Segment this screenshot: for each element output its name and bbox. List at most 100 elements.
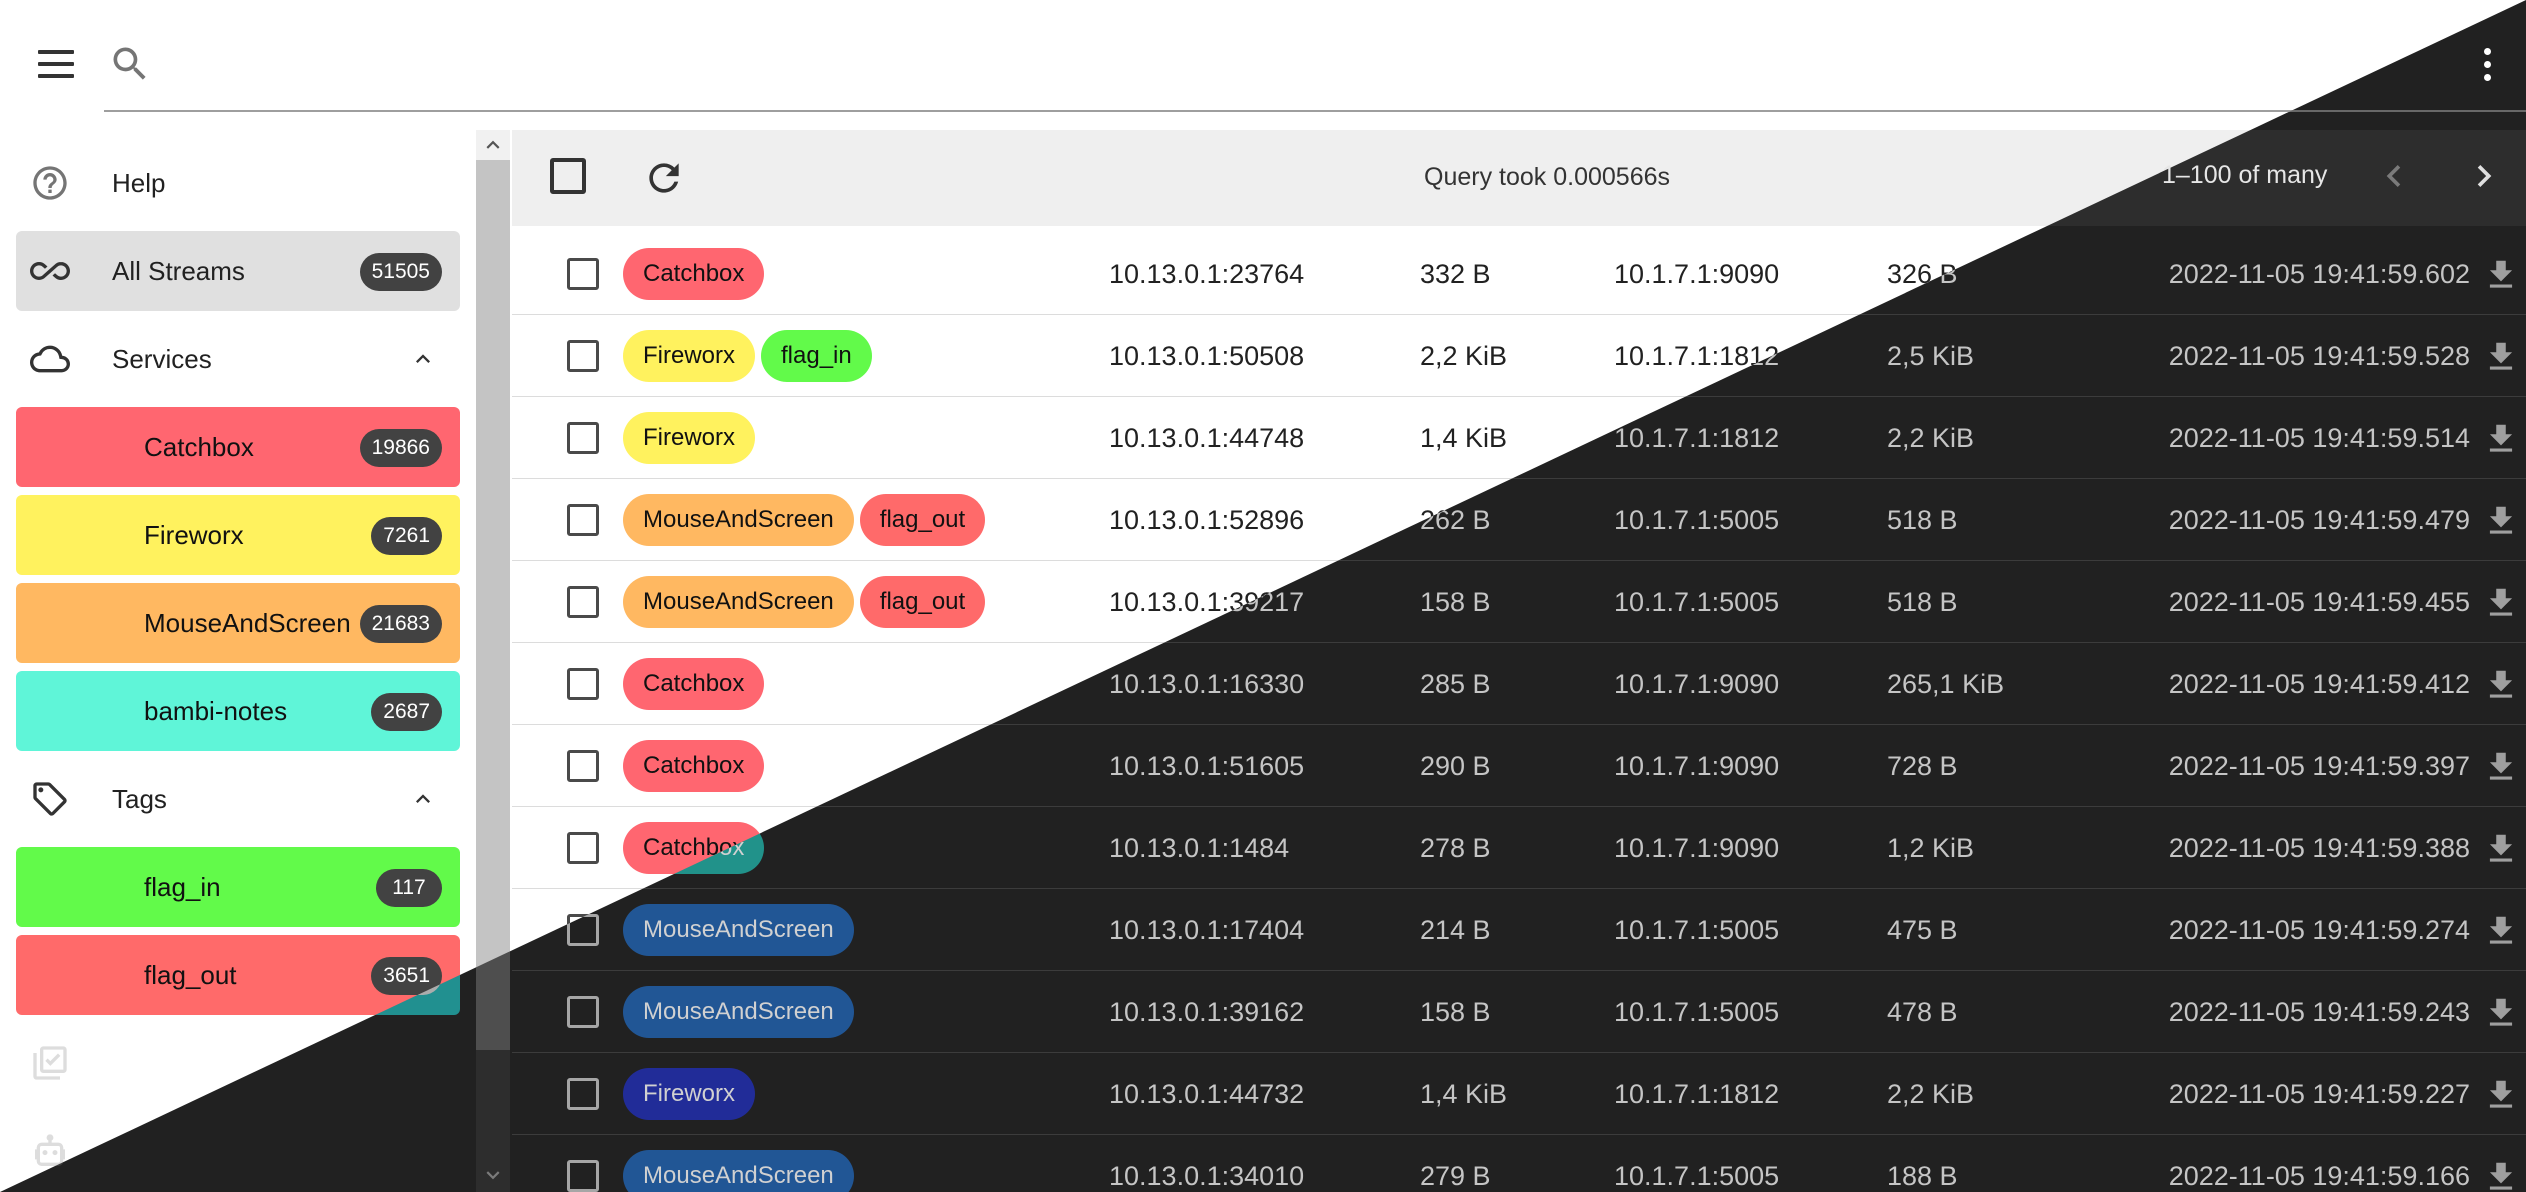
stream-row[interactable]: Catchbox 10.13.0.1:1484 278 B 10.1.7.1:9090… — [512, 807, 2526, 889]
row-checkbox[interactable] — [567, 1078, 599, 1110]
search-input[interactable] — [174, 40, 2474, 96]
count-badge: 117 — [376, 869, 442, 907]
row-checkbox[interactable] — [567, 586, 599, 618]
count-badge: 2687 — [371, 693, 442, 731]
row-checkbox[interactable] — [567, 668, 599, 700]
row-checkbox[interactable] — [567, 1160, 599, 1192]
source-bytes: 262 B — [1420, 505, 1491, 535]
row-checkbox[interactable] — [567, 832, 599, 864]
source-bytes: 2,2 KiB — [1420, 341, 1508, 371]
tag-chip[interactable]: MouseAndScreen — [623, 494, 854, 546]
sidebar-item-all-streams[interactable]: All Streams 51505 — [16, 231, 460, 311]
source-bytes: 1,4 KiB — [1420, 1079, 1508, 1109]
stream-row[interactable]: Fireworx 10.13.0.1:44732 1,4 KiB 10.1.7.1:1… — [512, 1053, 2526, 1135]
tag-chip[interactable]: Fireworx — [623, 412, 756, 464]
timestamp: 2022-11-05 19:41:59.227 — [2168, 1079, 2470, 1109]
tag-chip[interactable]: flag_in — [761, 330, 872, 382]
chevron-up-icon[interactable] — [408, 1137, 438, 1165]
download-icon[interactable] — [2482, 911, 2520, 951]
tag-chip[interactable]: MouseAndScreen — [623, 904, 854, 956]
tag-chip[interactable]: Fireworx — [623, 330, 756, 382]
sidebar-service-catchbox[interactable]: Catchbox 19866 — [16, 407, 460, 487]
stream-tags: MouseAndScreen — [623, 1150, 854, 1192]
scroll-down-arrow-icon[interactable] — [480, 1162, 506, 1188]
destination-address: 10.1.7.1:1812 — [1614, 341, 1780, 371]
destination-bytes: 265,1 KiB — [1887, 669, 2005, 699]
sidebar-tag-flag-in[interactable]: flag_in 117 — [16, 847, 460, 927]
tag-chip[interactable]: MouseAndScreen — [623, 576, 854, 628]
sidebar-section-services[interactable]: Services — [16, 319, 460, 399]
row-checkbox[interactable] — [567, 750, 599, 782]
row-checkbox[interactable] — [567, 340, 599, 372]
next-page-icon[interactable] — [2462, 154, 2506, 198]
source-bytes: 285 B — [1420, 669, 1491, 699]
download-icon[interactable] — [2482, 993, 2520, 1033]
tag-chip[interactable]: flag_out — [859, 576, 986, 628]
chevron-up-icon[interactable] — [408, 1049, 438, 1077]
source-bytes: 158 B — [1420, 587, 1491, 617]
refresh-icon[interactable] — [642, 156, 686, 200]
download-icon[interactable] — [2482, 1075, 2520, 1115]
download-icon[interactable] — [2482, 747, 2520, 787]
previous-page-icon[interactable] — [2372, 154, 2416, 198]
source-address: 10.13.0.1:1484 — [1109, 833, 1290, 863]
tag-chip[interactable]: Catchbox — [623, 248, 765, 300]
destination-bytes: 2,2 KiB — [1887, 423, 1975, 453]
sidebar-tag-flag-out[interactable]: flag_out 3651 — [16, 935, 460, 1015]
row-checkbox[interactable] — [567, 422, 599, 454]
timestamp: 2022-11-05 19:41:59.388 — [2168, 833, 2470, 863]
stream-row[interactable]: Catchbox 10.13.0.1:51605 290 B 10.1.7.1:909… — [512, 725, 2526, 807]
download-icon[interactable] — [2482, 419, 2520, 459]
scroll-up-arrow-icon[interactable] — [480, 132, 506, 158]
sidebar-section-tags[interactable]: Tags — [16, 759, 460, 839]
stream-row[interactable]: Fireworx 10.13.0.1:44748 1,4 KiB 10.1.7.1:1… — [512, 397, 2526, 479]
tags-icon — [33, 782, 67, 816]
tag-chip[interactable]: MouseAndScreen — [623, 986, 854, 1038]
count-badge: 7261 — [371, 517, 442, 555]
tag-chip[interactable]: flag_out — [859, 494, 986, 546]
sidebar-scrollbar-thumb[interactable] — [476, 160, 510, 1050]
chevron-up-icon[interactable] — [408, 785, 438, 813]
tag-chip[interactable]: MouseAndScreen — [623, 1150, 854, 1192]
row-checkbox[interactable] — [567, 504, 599, 536]
tag-label: flag_in — [144, 871, 221, 902]
tag-chip[interactable]: Fireworx — [623, 1068, 756, 1120]
stream-row[interactable]: Catchbox 10.13.0.1:23764 332 B 10.1.7.1:909… — [512, 233, 2526, 315]
sidebar-service-fireworx[interactable]: Fireworx 7261 — [16, 495, 460, 575]
sidebar-item-help[interactable]: Help — [16, 143, 460, 223]
stream-row[interactable]: MouseAndScreen 10.13.0.1:17404 214 B 10.1.7… — [512, 889, 2526, 971]
download-icon[interactable] — [2482, 829, 2520, 869]
download-icon[interactable] — [2482, 583, 2520, 623]
row-checkbox[interactable] — [567, 996, 599, 1028]
sidebar-section-generated[interactable]: Generated — [16, 1111, 460, 1191]
help-icon — [33, 166, 67, 200]
stream-row[interactable]: MouseAndScreen 10.13.0.1:34010 279 B 10.1.7… — [512, 1135, 2526, 1192]
stream-row[interactable]: MouseAndScreen flag_out 10.13.0.1:39217 158… — [512, 561, 2526, 643]
source-address: 10.13.0.1:16330 — [1109, 669, 1305, 699]
timestamp: 2022-11-05 19:41:59.455 — [2168, 587, 2470, 617]
sidebar-section-marks[interactable]: Marks — [16, 1023, 460, 1103]
robot-icon — [35, 1134, 65, 1166]
destination-bytes: 2,5 KiB — [1887, 341, 1975, 371]
tag-chip[interactable]: Catchbox — [623, 658, 765, 710]
select-all-checkbox[interactable] — [550, 158, 586, 194]
more-options-icon[interactable] — [2472, 44, 2502, 84]
row-checkbox[interactable] — [567, 914, 599, 946]
download-icon[interactable] — [2482, 665, 2520, 705]
hamburger-menu-icon[interactable] — [30, 38, 82, 90]
download-icon[interactable] — [2482, 501, 2520, 541]
marks-checklist-icon — [33, 1046, 67, 1080]
download-icon[interactable] — [2482, 337, 2520, 377]
row-checkbox[interactable] — [567, 258, 599, 290]
chevron-up-icon[interactable] — [408, 345, 438, 373]
sidebar-service-mouseandscreen[interactable]: MouseAndScreen 21683 — [16, 583, 460, 663]
download-icon[interactable] — [2482, 255, 2520, 295]
stream-row[interactable]: MouseAndScreen 10.13.0.1:39162 158 B 10.1.7… — [512, 971, 2526, 1053]
stream-row[interactable]: Catchbox 10.13.0.1:16330 285 B 10.1.7.1:909… — [512, 643, 2526, 725]
stream-row[interactable]: Fireworx flag_in 10.13.0.1:50508 2,2 KiB 10.… — [512, 315, 2526, 397]
download-icon[interactable] — [2482, 1157, 2520, 1192]
sidebar-service-bambi-notes[interactable]: bambi-notes 2687 — [16, 671, 460, 751]
stream-row[interactable]: MouseAndScreen flag_out 10.13.0.1:52896 262… — [512, 479, 2526, 561]
tag-chip[interactable]: Catchbox — [623, 740, 765, 792]
tag-chip[interactable]: Catchbox — [623, 822, 765, 874]
